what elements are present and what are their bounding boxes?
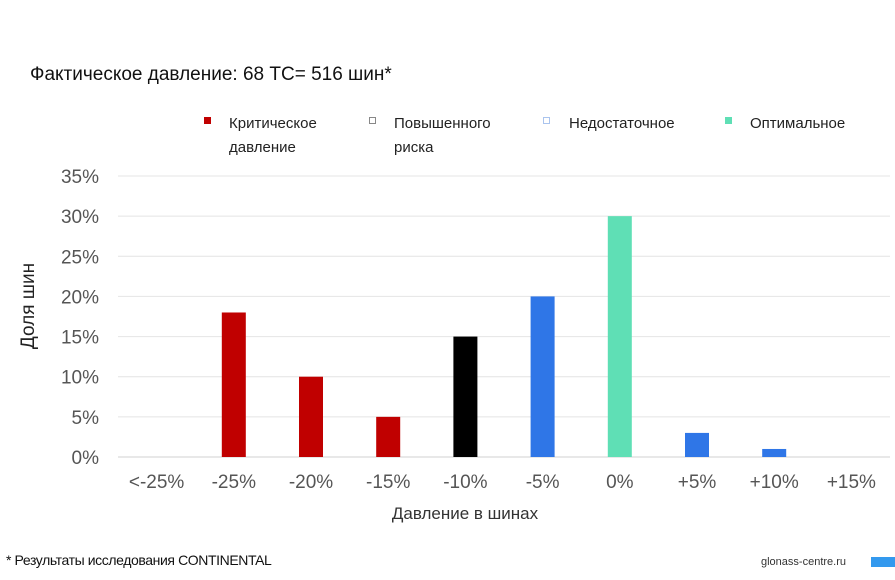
y-tick-label: 35%: [61, 167, 99, 188]
y-tick-label: 10%: [61, 368, 99, 389]
y-tick-label: 20%: [61, 287, 99, 308]
chart-title: Фактическое давление: 68 ТС= 516 шин*: [30, 64, 392, 85]
legend-swatch-insufficient: [543, 117, 550, 124]
legend-label-insufficient-line1: Недостаточное: [569, 115, 675, 132]
legend-label-high-risk-line1: Повышенного: [394, 115, 491, 132]
x-tick-label: +15%: [827, 472, 876, 493]
y-tick-label: 25%: [61, 247, 99, 268]
bar: [299, 376, 323, 457]
legend-swatch-high-risk: [369, 117, 376, 124]
bar: [453, 336, 478, 457]
x-tick-label: -25%: [212, 472, 256, 493]
x-tick-label: -15%: [366, 472, 410, 493]
legend-label-high-risk-line2: риска: [394, 139, 434, 156]
x-tick-label: 0%: [606, 472, 634, 493]
legend-item-optimal: Оптимальное: [750, 112, 845, 136]
x-tick-label: -20%: [289, 472, 333, 493]
y-tick-label: 0%: [72, 448, 100, 469]
bar: [530, 296, 555, 457]
legend-label-critical-line1: Критическое: [229, 115, 317, 132]
x-tick-label: -10%: [443, 472, 487, 493]
x-axis-label: Давление в шинах: [392, 504, 539, 523]
x-tick-label: -5%: [526, 472, 560, 493]
y-tick-label: 15%: [61, 328, 99, 349]
footnote: * Результаты исследования CONTINENTAL: [6, 552, 272, 568]
site-name: glonass-centre.ru: [761, 556, 846, 568]
bar: [762, 448, 787, 457]
legend-item-critical: Критическое давление: [229, 112, 317, 160]
bar: [221, 312, 246, 457]
bar: [685, 432, 709, 457]
legend-label-critical-line2: давление: [229, 139, 296, 156]
legend-swatch-critical: [204, 117, 211, 124]
y-tick-label: 5%: [72, 408, 100, 429]
x-tick-label: +10%: [750, 472, 799, 493]
bar: [376, 416, 401, 457]
legend-item-high-risk: Повышенного риска: [394, 112, 491, 160]
bar: [607, 216, 632, 457]
legend-item-insufficient: Недостаточное: [569, 112, 675, 136]
x-tick-label: <-25%: [129, 472, 185, 493]
legend-swatch-optimal: [725, 117, 732, 124]
legend-label-optimal-line1: Оптимальное: [750, 115, 846, 132]
y-axis-label: Доля шин: [18, 263, 39, 349]
y-tick-label: 30%: [61, 207, 99, 228]
x-tick-label: +5%: [678, 472, 717, 493]
accent-bar: [871, 557, 895, 567]
